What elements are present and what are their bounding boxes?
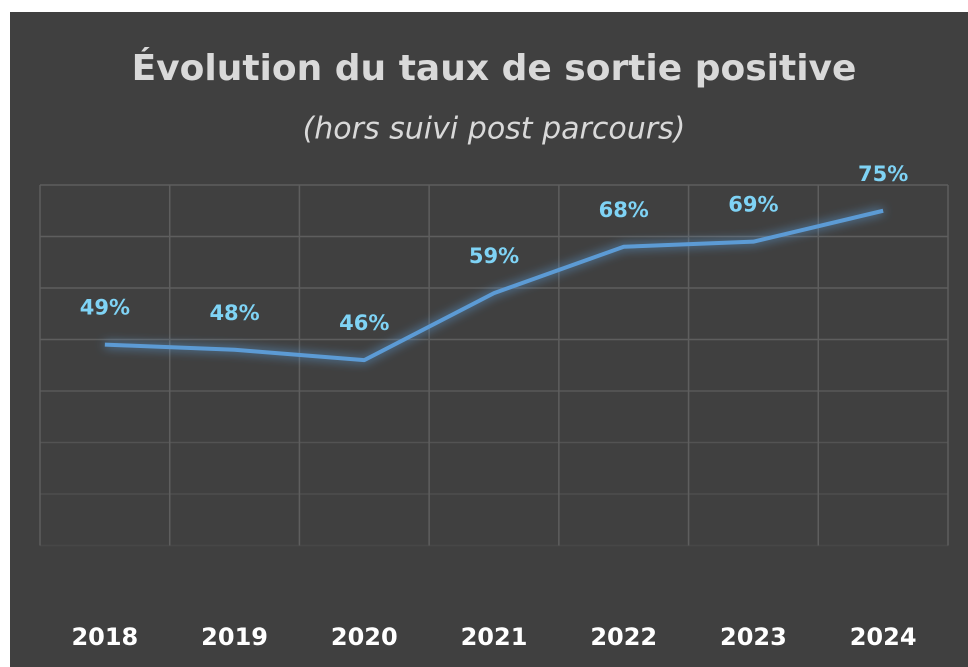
data-label: 69% bbox=[728, 193, 778, 217]
data-label: 75% bbox=[858, 162, 908, 186]
data-label: 49% bbox=[80, 296, 130, 320]
x-tick-label: 2023 bbox=[720, 623, 787, 651]
data-line bbox=[104, 208, 884, 363]
data-label: 46% bbox=[339, 311, 389, 335]
data-label: 48% bbox=[209, 301, 259, 325]
x-tick-label: 2020 bbox=[331, 623, 398, 651]
x-tick-label: 2021 bbox=[461, 623, 528, 651]
chart-title: Évolution du taux de sortie positive bbox=[132, 47, 857, 89]
x-tick-label: 2024 bbox=[850, 623, 917, 651]
x-tick-label: 2022 bbox=[590, 623, 657, 651]
x-tick-label: 2019 bbox=[201, 623, 268, 651]
data-label: 59% bbox=[469, 244, 519, 268]
data-label: 68% bbox=[599, 198, 649, 222]
x-tick-label: 2018 bbox=[71, 623, 138, 651]
chart-subtitle: (hors suivi post parcours) bbox=[303, 112, 686, 147]
